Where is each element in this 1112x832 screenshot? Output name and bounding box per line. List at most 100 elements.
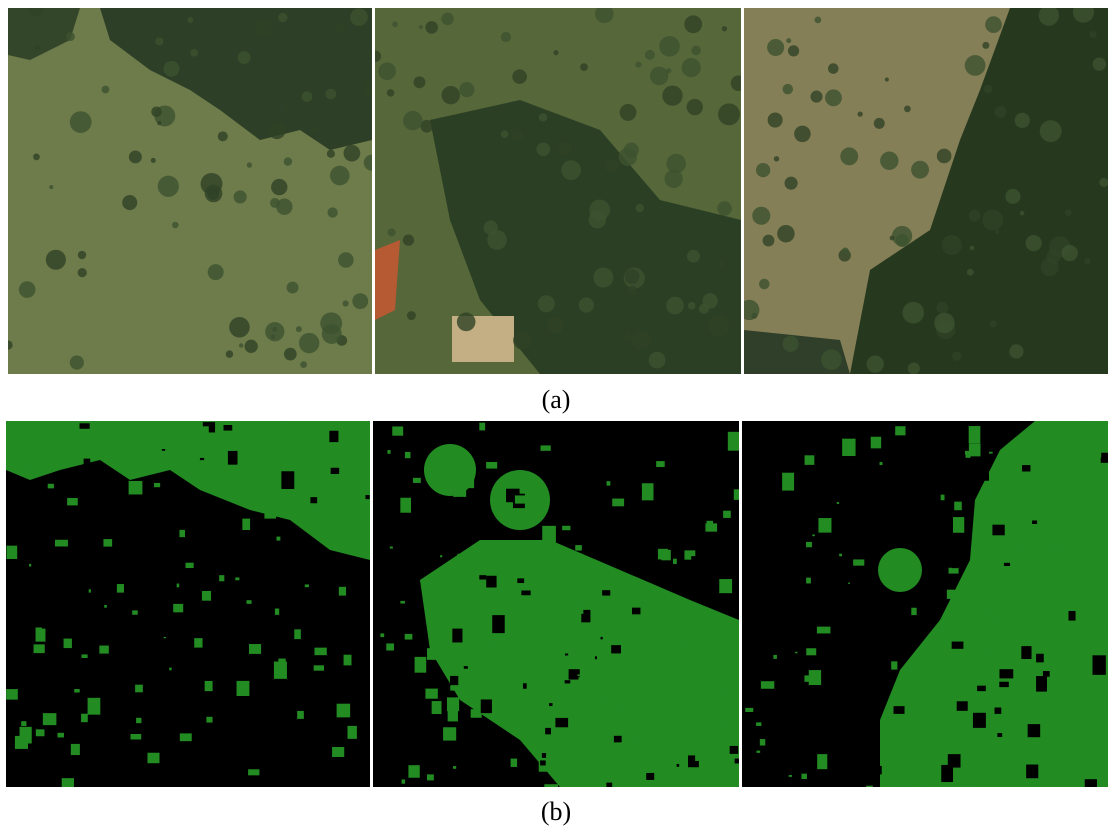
texture (730, 746, 738, 754)
texture (704, 533, 714, 541)
texture (515, 495, 527, 503)
texture (70, 355, 84, 369)
texture (565, 653, 568, 655)
texture (580, 63, 588, 71)
texture (327, 150, 335, 158)
texture (387, 89, 395, 97)
texture (589, 211, 607, 229)
texture (555, 718, 568, 727)
texture (194, 638, 202, 647)
texture (257, 724, 265, 731)
texture (894, 706, 905, 714)
texture (562, 526, 570, 530)
texture (597, 698, 607, 711)
texture (603, 732, 611, 743)
texture (380, 633, 384, 637)
texture (400, 498, 411, 513)
texture (1015, 113, 1030, 128)
texture (1036, 566, 1042, 574)
texture (325, 89, 336, 100)
texture (662, 85, 682, 105)
texture (1037, 536, 1048, 552)
texture (625, 333, 632, 340)
texture (84, 459, 91, 465)
texture (952, 563, 958, 568)
texture (718, 261, 725, 268)
texture (42, 617, 54, 628)
texture (96, 562, 101, 568)
texture (823, 637, 837, 653)
texture (440, 555, 442, 557)
texture (880, 462, 883, 465)
texture (781, 702, 790, 710)
texture (43, 713, 57, 725)
texture (487, 556, 490, 559)
texture (284, 107, 288, 111)
texture (425, 21, 438, 34)
texture (330, 721, 344, 741)
texture (565, 680, 571, 683)
texture (839, 554, 842, 557)
texture (287, 282, 299, 294)
texture (402, 779, 406, 783)
texture (817, 627, 831, 634)
texture (624, 142, 639, 157)
texture (331, 468, 339, 474)
texture (937, 541, 940, 544)
texture (683, 632, 690, 642)
texture (953, 517, 964, 533)
texture (911, 161, 929, 179)
texture (530, 436, 542, 452)
texture (809, 670, 821, 685)
texture (64, 639, 72, 649)
texture (15, 736, 28, 749)
texture (224, 507, 226, 509)
texture (764, 659, 766, 662)
texture (1041, 258, 1059, 276)
texture (79, 552, 86, 556)
texture (805, 475, 812, 480)
texture (969, 210, 981, 222)
texture (1096, 451, 1102, 458)
texture (612, 703, 621, 709)
texture (558, 142, 571, 155)
texture (798, 625, 804, 630)
texture (806, 542, 812, 547)
texture (934, 313, 954, 333)
texture (806, 648, 816, 655)
texture (407, 311, 416, 320)
texture (512, 69, 527, 84)
texture (453, 766, 456, 769)
texture (205, 766, 217, 784)
texture (911, 608, 916, 615)
texture (55, 540, 68, 547)
texture (337, 704, 351, 718)
texture (339, 587, 346, 596)
texture (835, 707, 843, 713)
texture (553, 50, 558, 55)
texture (1083, 422, 1093, 427)
texture (1105, 625, 1112, 632)
texture (335, 719, 339, 722)
texture (656, 461, 665, 467)
texture (35, 45, 41, 51)
texture (80, 423, 90, 428)
texture (936, 302, 948, 314)
texture (575, 545, 582, 551)
texture (699, 521, 702, 525)
texture (973, 713, 986, 728)
texture (299, 333, 319, 353)
texture (136, 718, 141, 723)
texture (561, 160, 581, 180)
texture (464, 666, 468, 669)
texture (187, 17, 193, 23)
texture (388, 228, 396, 236)
texture (980, 473, 989, 481)
texture (561, 515, 566, 520)
texture (941, 495, 945, 501)
texture (91, 606, 93, 609)
texture (360, 712, 362, 714)
texture (457, 654, 462, 659)
texture (965, 55, 986, 76)
texture (392, 426, 403, 435)
